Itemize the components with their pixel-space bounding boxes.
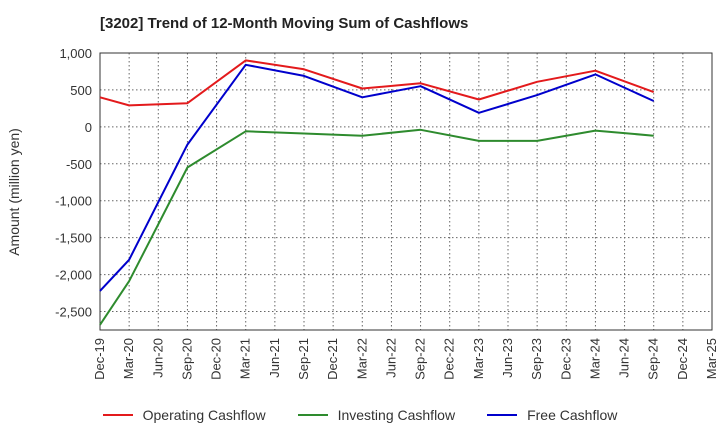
- legend-item: Free Cashflow: [487, 407, 617, 423]
- x-tick-label: Sep-20: [179, 338, 194, 380]
- x-tick-label: Jun-24: [617, 338, 632, 378]
- x-tick-label: Dec-21: [325, 338, 340, 380]
- y-tick-label: -500: [66, 157, 92, 172]
- x-tick-label: Dec-20: [209, 338, 224, 380]
- x-tick-label: Sep-22: [413, 338, 428, 380]
- x-tick-label: Mar-21: [238, 338, 253, 379]
- y-axis-label: Amount (million yen): [6, 128, 22, 256]
- series-line-free-cashflow: [99, 63, 655, 292]
- legend-swatch: [102, 414, 133, 416]
- x-tick-label: Jun-20: [150, 338, 165, 378]
- legend-item: Investing Cashflow: [297, 407, 456, 423]
- legend-label: Operating Cashflow: [142, 407, 266, 423]
- legend-label: Free Cashflow: [527, 407, 618, 423]
- x-tick-label: Mar-25: [704, 338, 719, 379]
- axis-layer: 1,000 500 0 -500 -1,000 -1,500 -2,000 -2,500 Dec…: [55, 46, 719, 380]
- y-tick-label: -2,500: [55, 305, 92, 320]
- x-tick-label: Mar-20: [121, 338, 136, 379]
- series-layer: [99, 59, 655, 326]
- legend-swatch: [487, 414, 518, 416]
- y-tick-label: -2,000: [55, 268, 92, 283]
- grid-layer: [99, 52, 713, 330]
- series-line-investing-cashflow: [99, 128, 654, 326]
- plot-area: [100, 53, 712, 330]
- y-tick-label: 1,000: [59, 46, 92, 61]
- x-tick-label: Jun-22: [383, 338, 398, 378]
- y-tick-label: -1,000: [55, 194, 92, 209]
- x-tick-label: Dec-24: [675, 338, 690, 380]
- x-tick-label: Dec-19: [92, 338, 107, 380]
- chart-title: [3202] Trend of 12-Month Moving Sum of C…: [100, 15, 469, 32]
- x-tick-label: Sep-23: [529, 338, 544, 380]
- y-tick-label: -1,500: [55, 231, 92, 246]
- x-tick-label: Mar-22: [354, 338, 369, 379]
- y-tick-label: 0: [85, 120, 92, 135]
- legend: Operating Cashflow Investing Cashflow Free…: [0, 404, 720, 426]
- x-tick-label: Mar-24: [587, 338, 602, 379]
- x-tick-label: Jun-21: [267, 338, 282, 378]
- x-tick-label: Mar-23: [471, 338, 486, 379]
- x-tick-label: Sep-21: [296, 338, 311, 380]
- y-tick-label: 500: [70, 83, 92, 98]
- legend-item: Operating Cashflow: [102, 407, 266, 423]
- legend-label: Investing Cashflow: [337, 407, 456, 423]
- legend-swatch: [297, 414, 328, 416]
- x-tick-label: Dec-23: [558, 338, 573, 380]
- plot-border: [99, 52, 713, 331]
- x-tick-label: Sep-24: [646, 338, 661, 380]
- x-tick-label: Jun-23: [500, 338, 515, 378]
- x-tick-label: Dec-22: [442, 338, 457, 380]
- series-line-operating-cashflow: [99, 59, 655, 107]
